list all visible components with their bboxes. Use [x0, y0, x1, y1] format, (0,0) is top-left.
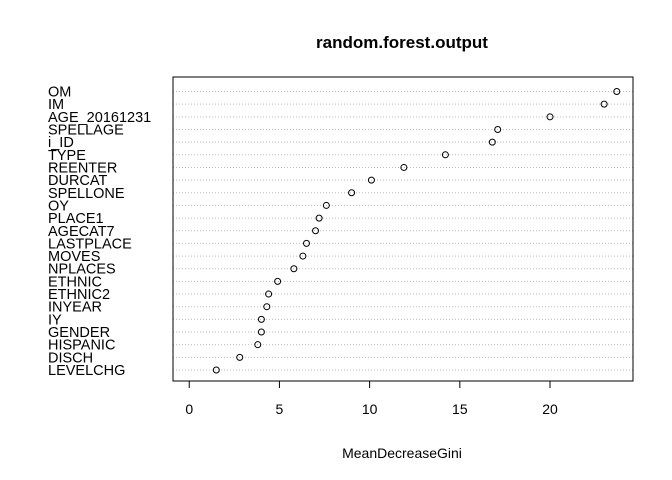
category-label: DISCH — [48, 350, 93, 366]
category-label: TYPE — [48, 148, 86, 164]
data-point — [600, 100, 608, 108]
category-label: ETHNIC — [48, 274, 102, 290]
data-point — [257, 328, 265, 336]
data-point — [212, 366, 220, 374]
category-label: i_ID — [48, 135, 74, 151]
data-point — [400, 163, 408, 171]
data-point — [263, 303, 271, 311]
data-point — [441, 151, 449, 159]
category-label: REENTER — [48, 160, 117, 176]
category-labels: OMIMAGE_20161231SPELLAGEi_IDTYPEREENTERD… — [48, 85, 151, 380]
data-point — [290, 265, 298, 273]
category-label: AGECAT7 — [48, 224, 115, 240]
data-points — [212, 88, 621, 374]
x-tick-label: 15 — [452, 401, 468, 417]
data-point — [488, 138, 496, 146]
data-point — [254, 341, 262, 349]
x-tick-label: 0 — [185, 401, 193, 417]
category-label: NPLACES — [48, 262, 116, 278]
data-point — [315, 214, 323, 222]
category-label: SPELLONE — [48, 186, 125, 202]
data-point — [322, 201, 330, 209]
x-tick-label: 5 — [276, 401, 284, 417]
category-label: SPELLAGE — [48, 122, 124, 138]
category-label: ETHNIC2 — [48, 287, 110, 303]
category-label: OY — [48, 198, 69, 214]
category-label: GENDER — [48, 325, 110, 341]
data-point — [348, 189, 356, 197]
category-label: PLACE1 — [48, 211, 104, 227]
data-point — [302, 239, 310, 247]
data-point — [274, 277, 282, 285]
data-point — [546, 113, 554, 121]
data-point — [299, 252, 307, 260]
data-point — [257, 315, 265, 323]
x-tick-label: 20 — [542, 401, 558, 417]
gridlines — [173, 91, 633, 371]
category-label: IY — [48, 312, 62, 328]
category-label: HISPANIC — [48, 338, 115, 354]
category-label: LEVELCHG — [48, 363, 125, 379]
data-point — [312, 227, 320, 235]
category-label: AGE_20161231 — [48, 110, 151, 126]
x-axis: 0 5 10 15 20 — [185, 380, 558, 417]
category-label: IM — [48, 97, 64, 113]
data-point — [367, 176, 375, 184]
data-point — [494, 125, 502, 133]
x-tick-label: 10 — [362, 401, 378, 417]
data-point — [613, 88, 621, 95]
data-point — [236, 353, 244, 361]
chart-title: random.forest.output — [316, 33, 488, 52]
x-axis-label: MeanDecreaseGini — [342, 445, 462, 461]
category-label: LASTPLACE — [48, 236, 132, 252]
category-label: MOVES — [48, 249, 100, 265]
category-label: DURCAT — [48, 173, 107, 189]
category-label: INYEAR — [48, 300, 102, 316]
plot-frame — [172, 76, 634, 382]
data-point — [265, 290, 273, 298]
category-label: OM — [48, 85, 71, 101]
